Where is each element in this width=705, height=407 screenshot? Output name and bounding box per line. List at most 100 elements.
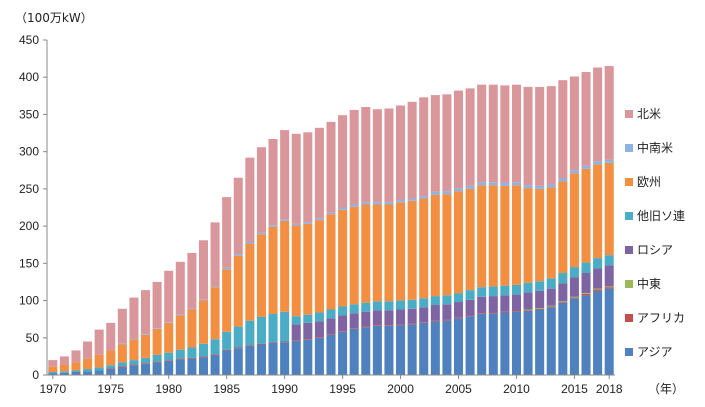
bar-segment [245,345,255,375]
bar-segment [581,262,591,274]
bar-segment [83,341,93,359]
bar-segment [500,312,510,375]
legend-swatch [625,280,633,288]
bar-segment [535,308,545,310]
bar-segment [419,198,429,299]
bar-segment [511,310,521,312]
bar-segment [488,312,498,314]
bar-segment [396,105,406,201]
bar-segment [233,254,243,256]
bar-segment [338,331,348,332]
bar-segment [326,318,336,335]
bar-segment [164,270,174,323]
bar-segment [245,345,255,346]
bar-segment [453,302,464,318]
bar-segment [593,258,603,269]
bar-segment [581,295,591,375]
bar-segment [407,198,417,201]
bar-segment [268,226,278,314]
bar-segment [558,301,568,303]
x-tick-label: 1970 [39,382,66,396]
bar-segment [94,329,104,355]
bar-segment [372,202,382,205]
bar-segment [338,115,348,208]
bar-segment [291,340,301,375]
x-tick-label: 2000 [387,382,414,396]
bar-segment [465,299,475,316]
bar-segment [500,85,510,183]
bar-segment [511,185,521,285]
bar-segment [430,321,440,375]
bar-segment [106,350,116,366]
bar-segment [326,214,336,310]
bar-segment [314,218,324,221]
bar-segment [314,337,324,375]
bar-segment [59,356,69,365]
bar-segment [546,86,556,185]
bar-segment [338,207,348,210]
bar-segment [523,188,533,283]
bar-segment [500,285,510,296]
bar-segment [303,222,313,224]
bar-segment [407,323,417,325]
bar-segment [187,252,197,309]
bar-segment [141,290,151,335]
bar-segment [558,273,568,284]
legend-swatch [625,144,633,152]
bar-segment [488,84,498,183]
bar-segment [268,342,278,375]
bar-segment [117,344,127,363]
bar-segment [106,369,116,375]
bar-segment [569,170,579,174]
bar-segment [604,265,614,287]
bar-segment [129,360,139,365]
bar-segment [488,296,498,313]
legend-swatch [625,246,633,254]
y-tick-label: 200 [19,219,39,233]
bar-segment [222,349,232,351]
bar-segment [349,204,359,207]
bar-segment [245,243,255,321]
bar-segment [94,354,104,368]
bar-segment [546,187,556,279]
bar-segment [453,293,464,303]
bar-segment [222,197,232,268]
bar-segment [187,309,197,348]
bar-segment [303,223,313,315]
bar-segment [465,188,475,291]
bar-segment [384,325,394,375]
bar-segment [48,372,58,374]
bar-segment [546,278,556,289]
bar-segment [477,185,487,288]
legend-swatch [625,178,633,186]
bar-segment [198,300,209,344]
y-tick-label: 400 [19,70,39,84]
bar-segment [511,182,521,186]
bar-segment [558,302,568,375]
bar-segment [361,204,371,303]
bar-segment [222,267,232,270]
bar-segment [569,267,579,278]
bar-segment [442,320,452,375]
bar-segment [442,304,452,320]
bar-segment [558,178,568,182]
bar-segment [303,322,313,339]
bar-segment [268,342,278,343]
bar-segment [604,162,614,256]
bar-segment [407,200,417,300]
x-tick-label: 2005 [445,382,472,396]
bar-segment [187,357,197,359]
bar-segment [419,322,429,323]
bar-segment [500,295,510,312]
bar-segment [384,301,394,311]
bar-segment [338,315,348,332]
bar-segment [430,191,440,195]
bar-segment [558,80,568,179]
bar-segment [187,358,197,375]
bar-segment [280,341,290,343]
bar-segment [604,159,614,163]
y-tick-label: 250 [19,182,39,196]
x-tick-label: 1985 [213,382,240,396]
bar-segment [210,287,220,340]
